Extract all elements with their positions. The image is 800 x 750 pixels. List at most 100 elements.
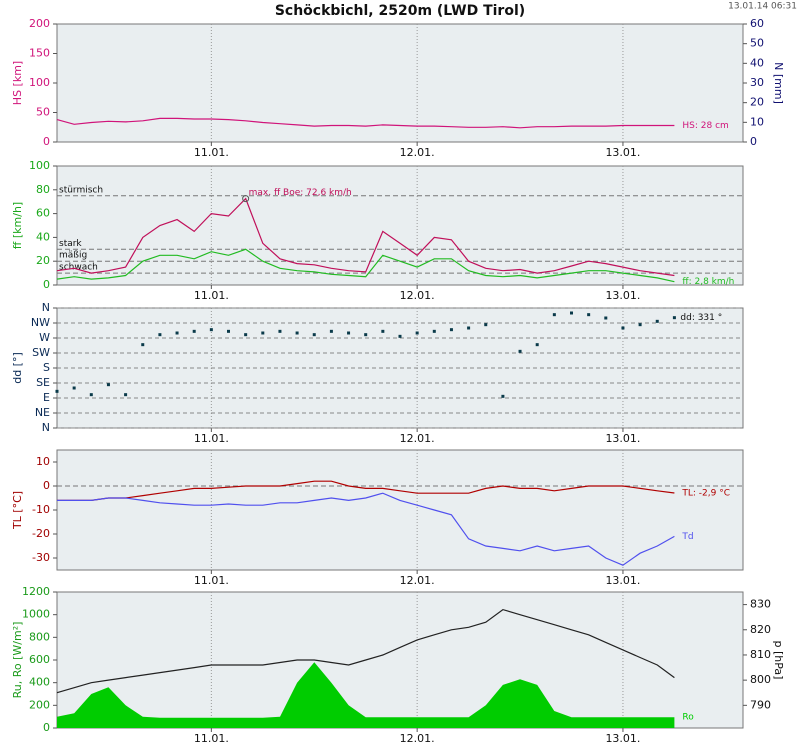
x-tick-label: 11.01. (194, 146, 229, 159)
scatter-point (55, 389, 59, 393)
scatter-point (227, 329, 230, 333)
x-tick-label: 13.01. (605, 146, 640, 159)
y-tick-label: 100 (29, 159, 50, 172)
y2-tick-label: 40 (750, 56, 764, 69)
y-tick-label: 0 (43, 278, 50, 291)
y2-tick-label: 830 (750, 598, 771, 611)
x-tick-label: 13.01. (605, 574, 640, 587)
scatter-point (364, 333, 368, 337)
series-line (57, 480, 675, 501)
y2-tick-label: 800 (750, 673, 771, 686)
scatter-point (89, 393, 93, 397)
series-label: TL: -2,9 °C (681, 488, 730, 498)
scatter-point (621, 326, 625, 330)
y-tick-label: N (42, 301, 50, 314)
x-tick-label: 13.01. (605, 432, 640, 445)
series-label: Ro (682, 713, 694, 723)
max-label: max. ff Boe: 72,6 km/h (249, 188, 352, 198)
y2-axis-label: p [hPa] (772, 641, 785, 680)
scatter-point (106, 383, 110, 387)
scatter-point (587, 313, 591, 317)
y-tick-label: SE (36, 376, 50, 389)
y-tick-label: 80 (36, 183, 50, 196)
y-axis-label: ff [km/h] (11, 202, 24, 249)
y2-tick-label: 10 (750, 115, 764, 128)
y-tick-label: 1200 (22, 585, 50, 598)
y2-tick-label: 20 (750, 96, 764, 109)
scatter-point (535, 343, 539, 347)
y-tick-label: 40 (36, 230, 50, 243)
x-tick-label: 11.01. (194, 432, 229, 445)
x-tick-label: 12.01. (400, 574, 435, 587)
scatter-point (432, 329, 436, 333)
x-tick-label: 13.01. (605, 732, 640, 745)
scatter-point (381, 329, 385, 333)
scatter-point (449, 328, 453, 332)
scatter-point (347, 331, 351, 335)
reference-label: stürmisch (59, 185, 103, 195)
series-label: Td (681, 532, 693, 542)
y-tick-label: -10 (32, 503, 50, 516)
scatter-point (158, 333, 162, 337)
y2-axis-label: N [mm] (772, 62, 785, 104)
timestamp: 13.01.14 06:31 (728, 2, 797, 12)
scatter-point (604, 316, 608, 320)
y2-tick-label: 50 (750, 37, 764, 50)
y2-tick-label: 60 (750, 17, 764, 30)
y-tick-label: -20 (32, 527, 50, 540)
plot-area (56, 23, 744, 143)
y-tick-label: 10 (36, 455, 50, 468)
scatter-point (552, 313, 556, 317)
scatter-point (124, 393, 128, 397)
reference-label: mäßig (59, 251, 87, 261)
x-tick-label: 12.01. (400, 432, 435, 445)
y-axis-label: HS [km] (11, 61, 24, 105)
series-line (56, 197, 675, 277)
y-tick-label: NW (31, 316, 50, 329)
y-tick-label: 200 (29, 698, 50, 711)
scatter-point (261, 331, 265, 335)
x-tick-label: 12.01. (400, 289, 435, 302)
x-tick-label: 11.01. (194, 732, 229, 745)
y-tick-label: -30 (32, 551, 50, 564)
x-tick-label: 13.01. (605, 289, 640, 302)
scatter-point (638, 323, 642, 327)
y-tick-label: W (39, 331, 50, 344)
y-tick-label: N (42, 421, 50, 434)
scatter-point (295, 331, 299, 335)
plot-area (56, 449, 744, 571)
series-line (56, 248, 675, 283)
chart-title: Schöckbichl, 2520m (LWD Tirol) (275, 3, 525, 19)
y-tick-label: S (43, 361, 50, 374)
scatter-point (415, 331, 419, 335)
y2-tick-label: 790 (750, 698, 771, 711)
y-axis-label: TL [°C] (11, 491, 24, 530)
scatter-point (72, 386, 76, 390)
y-tick-label: 50 (36, 106, 50, 119)
max-marker (242, 195, 250, 203)
y2-tick-label: 820 (750, 623, 771, 636)
scatter-point (518, 349, 522, 353)
y2-tick-label: 810 (750, 648, 771, 661)
y-tick-label: 200 (29, 17, 50, 30)
scatter-point (278, 329, 282, 333)
plot-area (56, 165, 744, 286)
x-tick-label: 11.01. (194, 574, 229, 587)
series-label: dd: 331 ° (680, 313, 722, 323)
scatter-point (244, 333, 248, 337)
series-label: HS: 28 cm (682, 121, 728, 131)
x-tick-label: 12.01. (400, 146, 435, 159)
scatter-point (141, 343, 145, 347)
scatter-point (329, 329, 333, 333)
scatter-point (570, 311, 573, 315)
series-area (57, 662, 675, 728)
series-line (56, 117, 675, 129)
y2-tick-label: 30 (750, 76, 764, 89)
y-tick-label: 0 (43, 721, 50, 734)
reference-label: stark (59, 239, 82, 249)
y-tick-label: 150 (29, 47, 50, 60)
series-line (57, 492, 675, 566)
y-tick-label: 60 (36, 207, 50, 220)
y-tick-label: SW (32, 346, 50, 359)
